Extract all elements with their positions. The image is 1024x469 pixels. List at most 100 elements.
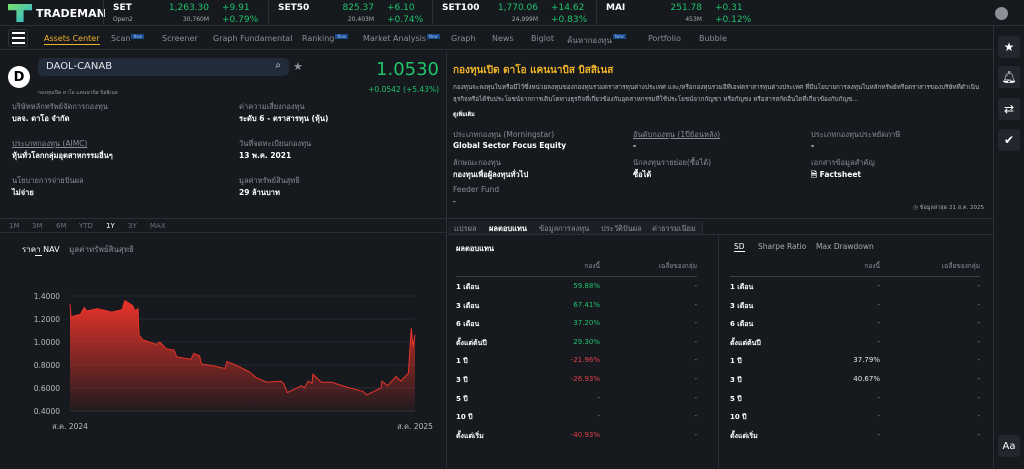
- table-cell-fund: -: [877, 393, 880, 402]
- detail-tab[interactable]: แปรผล: [448, 221, 484, 234]
- table-cell-fund: 37.20%: [573, 319, 600, 328]
- nav-item[interactable]: Ranking New: [302, 34, 349, 43]
- search-icon[interactable]: ⌕: [275, 60, 281, 71]
- info-label: ประเภทกองทุน (Morningstar): [453, 130, 555, 139]
- range-1y[interactable]: 1Y: [106, 222, 115, 230]
- favorite-star-icon[interactable]: ★: [293, 60, 303, 73]
- field-label: ค่าความเสี่ยงกองทุน: [239, 102, 305, 111]
- info-label: ประเภทกองทุนประหยัดภาษี: [811, 130, 901, 139]
- nav-item[interactable]: Assets Center: [44, 34, 100, 45]
- nav-item[interactable]: Biglot: [531, 34, 554, 43]
- table-cell-average: -: [977, 430, 980, 439]
- chart-tab-nav[interactable]: ราคา NAV: [22, 245, 60, 254]
- y-tick-label: 1.2000: [34, 315, 60, 324]
- nav-label: Graph Fundamental: [213, 34, 293, 43]
- table-row-label: 1 เดือน: [456, 283, 480, 291]
- fund-search-input[interactable]: DAOL-CANAB ⌕: [38, 58, 289, 76]
- y-tick-label: 0.8000: [34, 361, 60, 370]
- risk-tab[interactable]: Sharpe Ratio: [758, 242, 807, 251]
- table-cell-average: -: [977, 337, 980, 346]
- brand-name: TRADEMAN: [36, 6, 106, 20]
- table-cell-average: -: [694, 375, 697, 383]
- field-label[interactable]: ประเภทกองทุน (AIMC): [12, 139, 88, 148]
- range-1m[interactable]: 1M: [9, 222, 20, 230]
- logo[interactable]: TRADEMAN: [8, 4, 106, 22]
- table-row-label: 10 ปี: [730, 413, 747, 422]
- table-cell-fund: -21.96%: [570, 356, 600, 365]
- nav-item[interactable]: Bubble: [699, 34, 727, 43]
- ticker-set50[interactable]: SET50 825.37 20,403M +6.10 +0.74%: [268, 0, 432, 26]
- factsheet-link[interactable]: 🗎 Factsheet: [811, 169, 861, 182]
- chart-tab-aum[interactable]: มูลค่าทรัพย์สินสุทธิ: [69, 245, 134, 254]
- ticker-price: 1,263.30: [168, 3, 209, 13]
- nav-item[interactable]: Graph: [451, 34, 476, 43]
- ticker-set100[interactable]: SET100 1,770.06 24,999M +14.62 +0.83%: [432, 0, 596, 26]
- bell-icon[interactable]: 🔔︎: [998, 66, 1020, 88]
- magic-check-icon[interactable]: ✔: [998, 129, 1020, 151]
- table-row-label: 3 เดือน: [730, 301, 754, 310]
- ticker-price: 825.37: [342, 3, 375, 13]
- range-ytd[interactable]: YTD: [79, 222, 93, 230]
- ticker-set[interactable]: SET Open2 1,263.30 30,760M +9.91 +0.79%: [103, 0, 267, 26]
- ticker-sub: Open2: [113, 16, 133, 23]
- font-size-button[interactable]: Aa: [998, 435, 1020, 457]
- y-tick-label: 0.6000: [34, 384, 60, 393]
- see-more-link[interactable]: ดูเพิ่มเติม: [453, 112, 475, 118]
- range-6m[interactable]: 6M: [56, 222, 67, 230]
- table-row-label: 6 เดือน: [456, 320, 480, 329]
- ticker-vol: 20,403M: [347, 16, 374, 23]
- ticker-vol: 30,760M: [182, 16, 209, 23]
- nav-item[interactable]: Scan New: [111, 34, 145, 43]
- table-cell-average: -: [694, 282, 697, 290]
- star-icon[interactable]: ★: [998, 36, 1020, 58]
- detail-tab[interactable]: ค่าธรรมเนียม: [646, 221, 703, 234]
- info-value: ซื้อได้: [633, 169, 651, 181]
- swap-icon[interactable]: ⇄: [998, 98, 1020, 120]
- info-label[interactable]: อันดับกองทุน (1ปีย้อนหลัง): [633, 130, 721, 139]
- nav-item[interactable]: Screener: [162, 34, 198, 43]
- ticker-mai[interactable]: MAI 251.78 453M +0.31 +0.12%: [596, 0, 760, 26]
- table-row-label: 6 เดือน: [730, 320, 754, 329]
- nav-item[interactable]: Market Analysis New: [363, 34, 440, 43]
- field-label: บริษัทหลักทรัพย์จัดการกองทุน: [12, 102, 108, 111]
- detail-tab[interactable]: ข้อมูลการลงทุน: [533, 221, 597, 234]
- nav-item[interactable]: Graph Fundamental: [213, 34, 292, 43]
- field-value: 29 ล้านบาท: [239, 188, 280, 197]
- table-cell-average: -: [694, 300, 697, 309]
- info-value-text: -: [633, 141, 637, 150]
- range-max[interactable]: MAX: [150, 222, 166, 230]
- col-header: เฉลี่ยของกลุ่ม: [658, 262, 697, 270]
- hamburger-menu-icon[interactable]: [8, 29, 28, 47]
- detail-tab[interactable]: ประวัติปันผล: [595, 221, 649, 234]
- risk-tab[interactable]: SD: [734, 242, 745, 252]
- info-value: กองทุนเพื่อผู้ลงทุนทั่วไป: [453, 169, 528, 181]
- y-tick-label: 1.4000: [34, 292, 60, 301]
- nav-item[interactable]: Portfolio: [648, 34, 681, 43]
- table-cell-average: -: [977, 393, 980, 402]
- nav-chart: 1.4000 1.2000 1.0000 0.8000 0.6000 0.4000 ส.ค.…: [34, 292, 433, 431]
- table-cell-fund: -: [597, 393, 600, 402]
- range-3m[interactable]: 3M: [32, 222, 43, 230]
- info-value-text: -: [811, 141, 815, 150]
- col-header: เฉลี่ยของกลุ่ม: [941, 262, 980, 270]
- table-cell-average: -: [694, 430, 697, 439]
- right-toolbar: [993, 26, 1024, 469]
- risk-tab[interactable]: Max Drawdown: [816, 242, 874, 251]
- table-cell-fund: -: [877, 319, 880, 328]
- info-value: -: [633, 141, 636, 150]
- detail-tab[interactable]: ผลตอบแทน: [483, 221, 535, 234]
- top-bar: [0, 0, 1024, 26]
- field-label: มูลค่าทรัพย์สินสุทธิ: [239, 176, 300, 185]
- table-row-label: 10 ปี: [456, 413, 473, 422]
- nav-item[interactable]: ค้นหากองทุน New: [567, 34, 626, 47]
- ticker-vol: 453M: [685, 16, 702, 23]
- range-3y[interactable]: 3Y: [128, 222, 137, 230]
- table-cell-average: -: [694, 337, 697, 346]
- table-row-label: ตั้งแต่เริ่ม: [730, 431, 758, 440]
- col-header: กองนี้: [584, 262, 600, 270]
- user-avatar-icon[interactable]: [995, 7, 1008, 20]
- nav-label: Assets Center: [44, 34, 100, 43]
- nav-item[interactable]: News: [492, 34, 514, 43]
- y-tick-label: 1.0000: [34, 338, 60, 347]
- info-label: ลักษณะกองทุน: [453, 158, 501, 167]
